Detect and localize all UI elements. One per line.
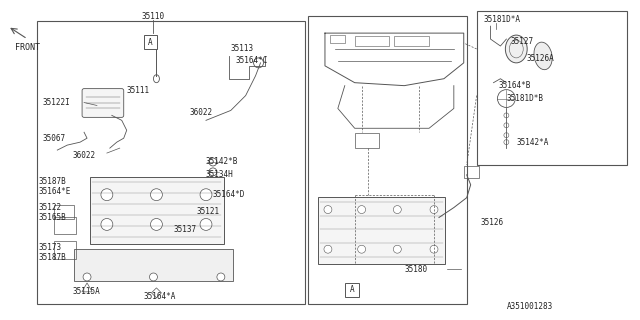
Text: 35187B: 35187B [38, 253, 66, 262]
Text: 35111: 35111 [127, 86, 150, 95]
Text: 35142*B: 35142*B [206, 157, 238, 166]
Text: FRONT: FRONT [15, 44, 40, 52]
Text: 35164*D: 35164*D [213, 190, 245, 199]
Circle shape [324, 245, 332, 253]
Bar [355, 133, 380, 148]
Text: A351001283: A351001283 [507, 302, 553, 311]
Bar [464, 166, 479, 178]
Circle shape [430, 245, 438, 253]
Text: 35110: 35110 [142, 12, 165, 21]
Text: 35164*E: 35164*E [38, 187, 71, 196]
Circle shape [150, 219, 163, 230]
Bar [355, 36, 389, 46]
Circle shape [394, 206, 401, 213]
Text: 35180: 35180 [404, 265, 428, 274]
Circle shape [358, 206, 365, 213]
Circle shape [150, 273, 157, 281]
Text: 35121: 35121 [196, 207, 220, 216]
Circle shape [324, 206, 332, 213]
Circle shape [83, 273, 91, 281]
Bar [143, 35, 157, 49]
Text: 36022: 36022 [72, 150, 95, 160]
Bar [345, 283, 358, 297]
FancyBboxPatch shape [74, 249, 233, 281]
Text: 35173: 35173 [38, 243, 61, 252]
Circle shape [430, 206, 438, 213]
Circle shape [394, 245, 401, 253]
Bar [394, 36, 429, 46]
Text: 35164*C: 35164*C [236, 56, 268, 65]
Text: 35134H: 35134H [206, 170, 234, 180]
Text: 35164*A: 35164*A [143, 292, 176, 301]
Text: 35127: 35127 [510, 36, 534, 45]
Text: 35067: 35067 [42, 134, 65, 143]
Circle shape [101, 189, 113, 201]
Text: 35137: 35137 [173, 225, 196, 234]
Ellipse shape [506, 35, 527, 63]
FancyBboxPatch shape [82, 89, 124, 117]
Circle shape [200, 219, 212, 230]
Circle shape [150, 189, 163, 201]
Circle shape [101, 219, 113, 230]
Text: 35142*A: 35142*A [516, 138, 548, 147]
FancyBboxPatch shape [90, 177, 224, 244]
Text: 35164*B: 35164*B [499, 81, 531, 90]
Text: 36022: 36022 [189, 108, 212, 117]
Text: 35126A: 35126A [526, 54, 554, 63]
Text: 35115A: 35115A [72, 287, 100, 296]
FancyBboxPatch shape [318, 197, 445, 264]
Text: 35113: 35113 [231, 44, 254, 53]
Text: 35122: 35122 [38, 203, 61, 212]
Ellipse shape [534, 42, 552, 70]
Text: 35187B: 35187B [38, 177, 66, 186]
Text: A: A [349, 285, 354, 294]
Text: A: A [148, 37, 153, 46]
Circle shape [200, 189, 212, 201]
Text: 35126: 35126 [481, 218, 504, 227]
Text: 35122I: 35122I [42, 98, 70, 107]
Circle shape [358, 245, 365, 253]
Text: 35181D*A: 35181D*A [484, 15, 520, 24]
Bar [330, 35, 345, 43]
Circle shape [217, 273, 225, 281]
Text: 35165B: 35165B [38, 213, 66, 222]
Text: 35181D*B: 35181D*B [506, 94, 543, 103]
